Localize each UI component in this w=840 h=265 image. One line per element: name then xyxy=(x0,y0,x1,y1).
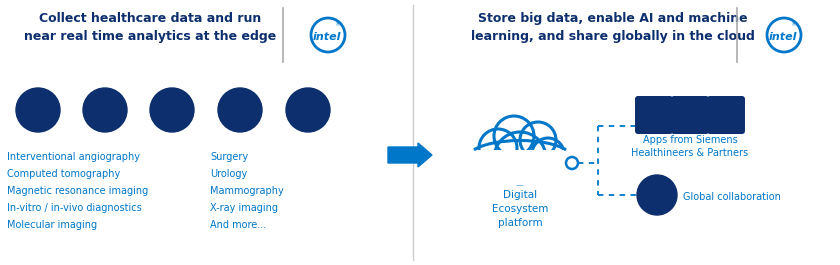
Text: Apps from Siemens
Healthineers & Partners: Apps from Siemens Healthineers & Partner… xyxy=(632,135,748,158)
Text: Collect healthcare data and run
near real time analytics at the edge: Collect healthcare data and run near rea… xyxy=(24,12,276,43)
Circle shape xyxy=(520,122,556,158)
Text: Global collaboration: Global collaboration xyxy=(683,192,781,202)
Text: intel: intel xyxy=(769,32,797,42)
Circle shape xyxy=(150,88,194,132)
FancyBboxPatch shape xyxy=(707,96,745,134)
Circle shape xyxy=(637,175,677,215)
Circle shape xyxy=(16,88,60,132)
FancyBboxPatch shape xyxy=(671,96,709,134)
Circle shape xyxy=(83,88,127,132)
Text: X-ray imaging: X-ray imaging xyxy=(210,203,278,213)
Text: Urology: Urology xyxy=(210,169,247,179)
Bar xyxy=(465,150,575,185)
Circle shape xyxy=(286,88,330,132)
FancyBboxPatch shape xyxy=(635,96,673,134)
Text: ®: ® xyxy=(334,22,340,27)
Text: ®: ® xyxy=(790,22,796,27)
Text: intel: intel xyxy=(312,32,341,42)
Circle shape xyxy=(494,132,546,184)
Circle shape xyxy=(532,138,564,170)
FancyArrow shape xyxy=(388,143,432,167)
Text: Mammography: Mammography xyxy=(210,186,284,196)
Circle shape xyxy=(566,157,578,169)
Circle shape xyxy=(479,129,517,167)
Text: Surgery: Surgery xyxy=(210,152,248,162)
Text: Interventional angiography: Interventional angiography xyxy=(7,152,140,162)
Text: Magnetic resonance imaging: Magnetic resonance imaging xyxy=(7,186,148,196)
Circle shape xyxy=(218,88,262,132)
Text: Store big data, enable AI and machine
learning, and share globally in the cloud: Store big data, enable AI and machine le… xyxy=(471,12,755,43)
Text: Digital
Ecosystem
platform: Digital Ecosystem platform xyxy=(491,190,549,228)
Text: Computed tomography: Computed tomography xyxy=(7,169,120,179)
Text: In-vitro / in-vivo diagnostics: In-vitro / in-vivo diagnostics xyxy=(7,203,142,213)
Text: And more...: And more... xyxy=(210,220,266,230)
Text: Molecular imaging: Molecular imaging xyxy=(7,220,97,230)
Circle shape xyxy=(494,116,534,156)
